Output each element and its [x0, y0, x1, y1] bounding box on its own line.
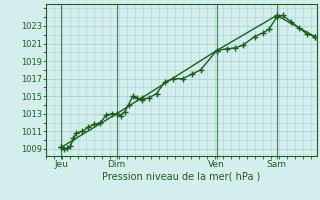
X-axis label: Pression niveau de la mer( hPa ): Pression niveau de la mer( hPa ) [102, 172, 261, 182]
